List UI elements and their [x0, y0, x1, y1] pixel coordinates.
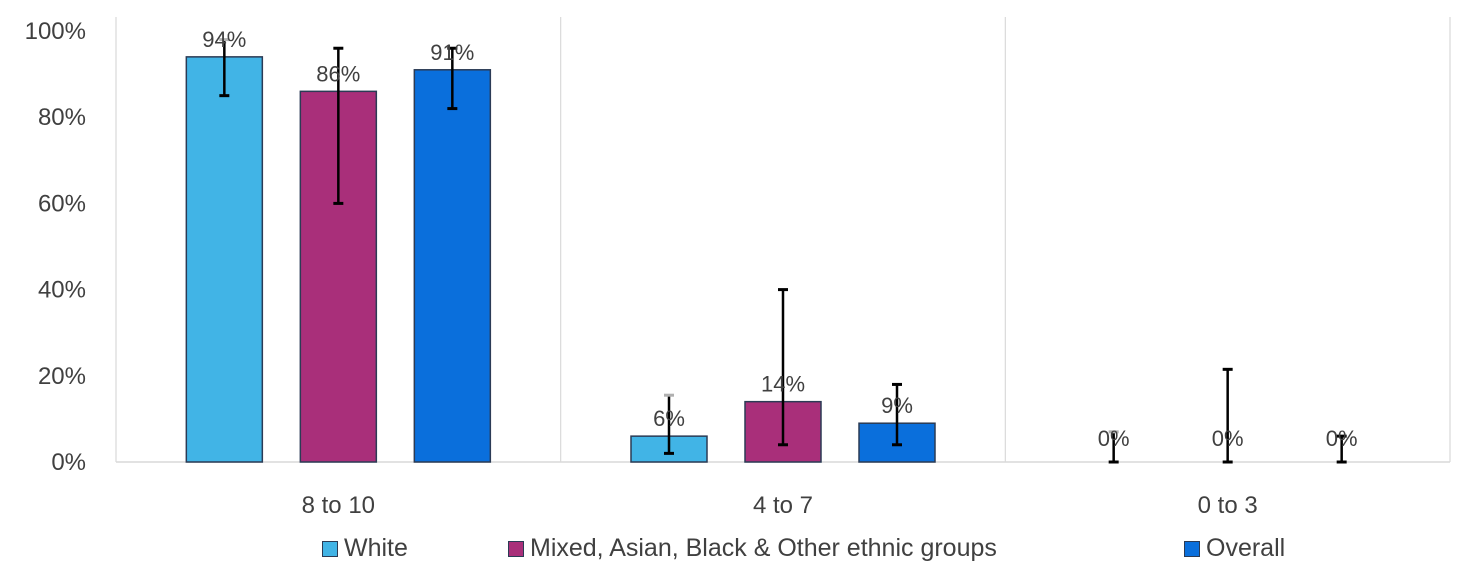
- data-labels-group: 94% 86% 91% 6% 14% 9% 0% 0% 0%: [202, 27, 1357, 451]
- data-label: 86%: [316, 61, 360, 86]
- data-label: 0%: [1098, 426, 1130, 451]
- bar: [299, 90, 378, 463]
- y-tick-label: 40%: [38, 277, 86, 304]
- legend-swatch-mixed: [508, 540, 524, 557]
- data-label: 14%: [761, 372, 805, 397]
- x-tick-label: 8 to 10: [302, 492, 375, 519]
- data-label: 6%: [653, 406, 685, 431]
- legend-swatch-white: [322, 540, 338, 557]
- legend-swatch-overall: [1184, 540, 1200, 557]
- legend-label-white: White: [344, 534, 408, 562]
- bar: [413, 69, 492, 463]
- bar-chart: 0%20%40%60%80%100% 94%86%91%6%14%9%0% 0% 0…: [25, 17, 1451, 519]
- y-tick-label: 20%: [38, 363, 86, 390]
- legend-label-overall: Overall: [1206, 534, 1286, 562]
- y-tick-label: 60%: [38, 190, 86, 217]
- y-axis-ticks: 0% 20% 40% 60% 80% 100%: [25, 18, 86, 476]
- bars-group: [185, 56, 936, 463]
- data-label: 0%: [1212, 426, 1244, 451]
- legend-label-mixed: Mixed, Asian, Black & Other ethnic group…: [530, 534, 997, 562]
- y-tick-label: 0%: [51, 449, 86, 476]
- y-tick-label: 100%: [25, 18, 86, 45]
- data-label: 91%: [430, 40, 474, 65]
- x-tick-label: 0 to 3: [1198, 492, 1258, 519]
- data-label: 94%: [202, 27, 246, 52]
- y-tick-label: 80%: [38, 104, 86, 131]
- legend-item-overall: Overall: [1184, 534, 1285, 563]
- x-tick-label: 4 to 7: [753, 492, 813, 519]
- legend-item-white: White: [322, 534, 408, 563]
- data-label: 0%: [1326, 426, 1358, 451]
- data-label: 9%: [881, 393, 913, 418]
- category-separators: [115, 17, 1451, 462]
- legend: White Mixed, Asian, Black & Other ethnic…: [0, 534, 1460, 578]
- legend-item-mixed: Mixed, Asian, Black & Other ethnic group…: [508, 534, 997, 563]
- error-bars-group: [219, 38, 1347, 464]
- bar: [185, 56, 264, 463]
- x-axis-ticks: 8 to 10 4 to 7 0 to 3: [302, 492, 1258, 519]
